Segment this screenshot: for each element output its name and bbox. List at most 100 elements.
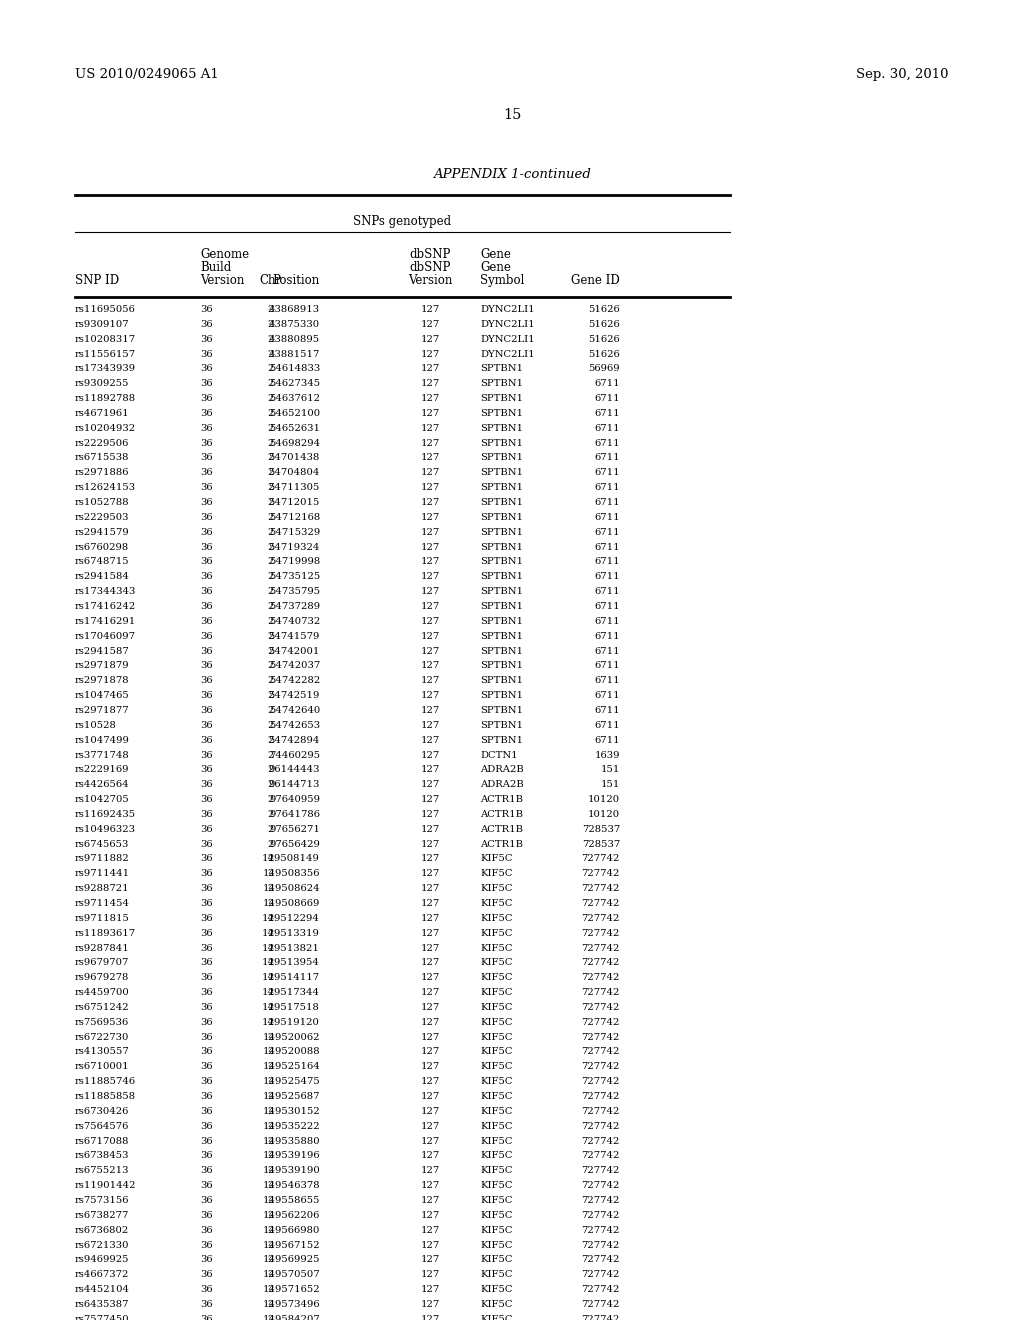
Text: KIF5C: KIF5C <box>480 884 512 894</box>
Text: KIF5C: KIF5C <box>480 1048 512 1056</box>
Text: 54637612: 54637612 <box>269 395 319 403</box>
Text: 36: 36 <box>200 1181 213 1191</box>
Text: 727742: 727742 <box>582 1107 620 1115</box>
Text: 36: 36 <box>200 364 213 374</box>
Text: 127: 127 <box>421 1122 439 1131</box>
Text: 51626: 51626 <box>588 335 620 343</box>
Text: KIF5C: KIF5C <box>480 1092 512 1101</box>
Text: 43868913: 43868913 <box>269 305 319 314</box>
Text: 54712168: 54712168 <box>268 513 319 521</box>
Text: 149584207: 149584207 <box>262 1315 319 1320</box>
Text: rs7577450: rs7577450 <box>75 1315 130 1320</box>
Text: rs6710001: rs6710001 <box>75 1063 130 1072</box>
Text: 127: 127 <box>421 870 439 878</box>
Text: 2: 2 <box>267 1107 273 1115</box>
Text: 6711: 6711 <box>594 409 620 418</box>
Text: 36: 36 <box>200 825 213 834</box>
Text: 6711: 6711 <box>594 424 620 433</box>
Text: KIF5C: KIF5C <box>480 1137 512 1146</box>
Text: 2: 2 <box>267 543 273 552</box>
Text: 127: 127 <box>421 1226 439 1234</box>
Text: 54742894: 54742894 <box>268 735 319 744</box>
Text: 2: 2 <box>267 1286 273 1294</box>
Text: 127: 127 <box>421 810 439 818</box>
Text: 127: 127 <box>421 557 439 566</box>
Text: 727742: 727742 <box>582 944 620 953</box>
Text: 127: 127 <box>421 350 439 359</box>
Text: 6711: 6711 <box>594 692 620 700</box>
Text: 2: 2 <box>267 409 273 418</box>
Text: 2: 2 <box>267 795 273 804</box>
Text: SPTBN1: SPTBN1 <box>480 454 523 462</box>
Text: Chr: Chr <box>259 275 281 286</box>
Text: 2: 2 <box>267 647 273 656</box>
Text: 151: 151 <box>601 780 620 789</box>
Text: rs2229506: rs2229506 <box>75 438 129 447</box>
Text: rs4459700: rs4459700 <box>75 989 130 997</box>
Text: APPENDIX 1-continued: APPENDIX 1-continued <box>433 168 591 181</box>
Text: rs9711815: rs9711815 <box>75 913 130 923</box>
Text: 149546378: 149546378 <box>262 1181 319 1191</box>
Text: 1639: 1639 <box>595 751 620 759</box>
Text: 127: 127 <box>421 1137 439 1146</box>
Text: DYNC2LI1: DYNC2LI1 <box>480 350 535 359</box>
Text: 36: 36 <box>200 319 213 329</box>
Text: 127: 127 <box>421 1018 439 1027</box>
Text: 36: 36 <box>200 899 213 908</box>
Text: 36: 36 <box>200 1167 213 1175</box>
Text: 127: 127 <box>421 1151 439 1160</box>
Text: 36: 36 <box>200 616 213 626</box>
Text: 727742: 727742 <box>582 884 620 894</box>
Text: 36: 36 <box>200 483 213 492</box>
Text: SNP ID: SNP ID <box>75 275 119 286</box>
Text: 127: 127 <box>421 498 439 507</box>
Text: 2: 2 <box>267 1315 273 1320</box>
Text: 127: 127 <box>421 528 439 537</box>
Text: 2: 2 <box>267 1226 273 1234</box>
Text: US 2010/0249065 A1: US 2010/0249065 A1 <box>75 69 219 81</box>
Text: 36: 36 <box>200 795 213 804</box>
Text: 36: 36 <box>200 1092 213 1101</box>
Text: 149573496: 149573496 <box>262 1300 319 1309</box>
Text: 2: 2 <box>267 319 273 329</box>
Text: 10120: 10120 <box>588 810 620 818</box>
Text: 127: 127 <box>421 305 439 314</box>
Text: rs9679278: rs9679278 <box>75 973 129 982</box>
Text: 127: 127 <box>421 751 439 759</box>
Text: 127: 127 <box>421 795 439 804</box>
Text: KIF5C: KIF5C <box>480 1151 512 1160</box>
Text: 15: 15 <box>503 108 521 121</box>
Text: 36: 36 <box>200 305 213 314</box>
Text: 727742: 727742 <box>582 1092 620 1101</box>
Text: 127: 127 <box>421 766 439 775</box>
Text: rs6717088: rs6717088 <box>75 1137 129 1146</box>
Text: rs9287841: rs9287841 <box>75 944 130 953</box>
Text: SPTBN1: SPTBN1 <box>480 587 523 597</box>
Text: 6711: 6711 <box>594 469 620 478</box>
Text: rs11885858: rs11885858 <box>75 1092 136 1101</box>
Text: 127: 127 <box>421 929 439 937</box>
Text: 149517344: 149517344 <box>262 989 319 997</box>
Text: 127: 127 <box>421 1063 439 1072</box>
Text: 2: 2 <box>267 557 273 566</box>
Text: 36: 36 <box>200 913 213 923</box>
Text: KIF5C: KIF5C <box>480 1077 512 1086</box>
Text: rs11901442: rs11901442 <box>75 1181 136 1191</box>
Text: 2: 2 <box>267 454 273 462</box>
Text: 36: 36 <box>200 1226 213 1234</box>
Text: 36: 36 <box>200 1210 213 1220</box>
Text: 96144713: 96144713 <box>268 780 319 789</box>
Text: 727742: 727742 <box>582 1063 620 1072</box>
Text: 2: 2 <box>267 350 273 359</box>
Text: 2: 2 <box>267 706 273 715</box>
Text: SPTBN1: SPTBN1 <box>480 424 523 433</box>
Text: 127: 127 <box>421 454 439 462</box>
Text: 149525475: 149525475 <box>262 1077 319 1086</box>
Text: 2: 2 <box>267 870 273 878</box>
Text: 149508624: 149508624 <box>262 884 319 894</box>
Text: rs6738277: rs6738277 <box>75 1210 129 1220</box>
Text: 2: 2 <box>267 944 273 953</box>
Text: 97640959: 97640959 <box>269 795 319 804</box>
Text: 2: 2 <box>267 587 273 597</box>
Text: SPTBN1: SPTBN1 <box>480 661 523 671</box>
